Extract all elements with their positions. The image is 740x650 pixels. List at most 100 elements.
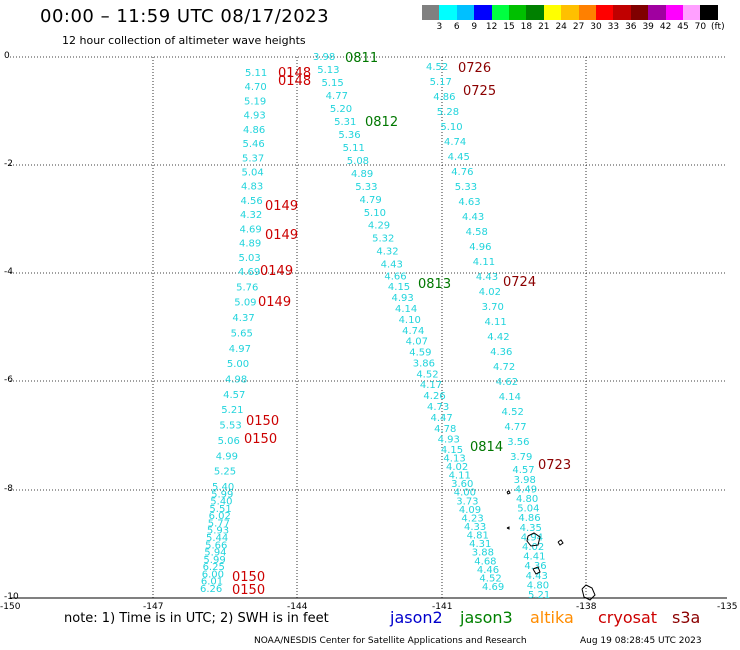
legend-swatch xyxy=(700,5,718,20)
wave-height-value: 4.76 xyxy=(451,167,473,178)
wave-height-value: 4.11 xyxy=(449,471,471,482)
legend-jason3: jason3 xyxy=(460,608,513,627)
island-outline xyxy=(557,539,564,546)
wave-height-value: 4.29 xyxy=(368,221,390,232)
wave-height-value: 5.94 xyxy=(204,548,226,559)
island-outline xyxy=(506,490,511,495)
pass-time-label: 0149 xyxy=(265,228,298,243)
legend-label: 45 xyxy=(677,22,689,32)
legend-swatch xyxy=(578,5,596,20)
legend-swatch xyxy=(613,5,631,20)
wave-height-value: 4.57 xyxy=(512,465,534,476)
wave-height-value: 5.21 xyxy=(221,405,243,416)
wave-height-value: 4.41 xyxy=(523,552,545,563)
wave-height-value: 4.47 xyxy=(431,413,453,424)
wave-height-value: 4.37 xyxy=(232,313,254,324)
wave-height-value: 6.26 xyxy=(200,584,222,595)
legend-swatch xyxy=(422,5,440,20)
wave-height-value: 3.56 xyxy=(507,437,529,448)
legend-label: 39 xyxy=(642,22,654,32)
legend-swatch xyxy=(561,5,579,20)
wave-height-value: 4.70 xyxy=(245,82,267,93)
wave-height-value: 4.36 xyxy=(490,347,512,358)
pass-time-label: 0149 xyxy=(265,199,298,214)
y-tick-label: -10 xyxy=(4,592,19,602)
wave-height-value: 5.09 xyxy=(234,298,256,309)
legend-label: 36 xyxy=(625,22,637,32)
wave-height-value: 5.20 xyxy=(330,104,352,115)
wave-height-value: 4.74 xyxy=(402,326,424,337)
legend-label: 3 xyxy=(436,22,443,32)
island-outline xyxy=(526,532,541,547)
legend-label: 24 xyxy=(555,22,567,32)
wave-height-value: 5.25 xyxy=(214,467,236,478)
wave-height-value: 4.13 xyxy=(443,453,465,464)
wave-height-value: 4.69 xyxy=(240,224,262,235)
wave-height-value: 4.32 xyxy=(240,210,262,221)
legend-swatch xyxy=(474,5,492,20)
wave-height-value: 3.70 xyxy=(482,302,504,313)
wave-height-value: 5.32 xyxy=(372,234,394,245)
wave-height-value: 5.15 xyxy=(321,78,343,89)
legend-swatch xyxy=(543,5,562,20)
wave-height-value: 4.77 xyxy=(504,422,526,433)
wave-height-value: 5.11 xyxy=(245,68,267,79)
wave-height-value: 5.77 xyxy=(208,518,230,529)
legend-swatch xyxy=(491,5,509,20)
wave-height-value: 4.11 xyxy=(484,317,506,328)
legend-swatch xyxy=(630,5,649,20)
wave-height-value: 4.11 xyxy=(473,257,495,268)
wave-height-value: 4.52 xyxy=(426,62,448,73)
wave-height-value: 4.31 xyxy=(469,539,491,550)
wave-height-value: 5.03 xyxy=(239,253,261,264)
legend-swatch xyxy=(683,5,701,20)
wave-height-value: 4.86 xyxy=(243,125,265,136)
wave-height-value: 4.78 xyxy=(434,424,456,435)
wave-height-value: 4.43 xyxy=(381,260,403,271)
legend-swatch xyxy=(526,5,544,20)
wave-height-value: 6.25 xyxy=(203,562,225,573)
wave-height-value: 4.94 xyxy=(521,532,543,543)
wave-height-value: 4.14 xyxy=(499,392,521,403)
wave-height-value: 3.98 xyxy=(514,475,536,486)
wave-height-value: 4.46 xyxy=(477,565,499,576)
wave-height-value: 4.10 xyxy=(399,315,421,326)
page-subtitle: 12 hour collection of altimeter wave hei… xyxy=(62,34,306,47)
island-outline xyxy=(532,566,541,575)
island-outline xyxy=(581,584,596,601)
wave-height-value: 4.15 xyxy=(388,282,410,293)
wave-height-value: 3.79 xyxy=(510,452,532,463)
wave-height-value: 5.08 xyxy=(347,156,369,167)
legend-label: 33 xyxy=(607,22,620,32)
wave-height-value: 4.58 xyxy=(466,227,488,238)
pass-time-label: 0724 xyxy=(503,275,536,290)
legend-label: (ft) xyxy=(711,22,725,32)
legend-label: 27 xyxy=(572,22,585,32)
wave-height-value: 5.53 xyxy=(219,421,241,432)
wave-height-value: 4.80 xyxy=(527,580,549,591)
wave-height-value: 4.80 xyxy=(516,494,538,505)
legend-s3a: s3a xyxy=(672,608,701,627)
legend-label: 42 xyxy=(659,22,672,32)
wave-height-value: 3.98 xyxy=(313,52,335,63)
x-tick-label: -135 xyxy=(717,602,738,612)
pass-time-label: 0813 xyxy=(418,277,451,292)
wave-height-value: 4.73 xyxy=(427,402,449,413)
wave-height-value: 5.40 xyxy=(210,497,232,508)
wave-height-value: 3.88 xyxy=(472,548,494,559)
wave-height-value: 4.02 xyxy=(522,542,544,553)
pass-time-label: 0812 xyxy=(365,115,398,130)
wave-height-value: 5.10 xyxy=(440,122,462,133)
legend-cryosat: cryosat xyxy=(598,608,658,627)
wave-height-value: 4.52 xyxy=(416,369,438,380)
wave-height-value: 3.86 xyxy=(413,358,435,369)
page-title: 00:00 – 11:59 UTC 08/17/2023 xyxy=(40,6,330,27)
x-tick-label: -150 xyxy=(0,602,21,612)
wave-height-value: 5.33 xyxy=(455,182,477,193)
wave-height-value: 5.10 xyxy=(364,208,386,219)
legend-label: 12 xyxy=(485,22,498,32)
pass-time-label: 0811 xyxy=(345,51,378,66)
wave-height-value: 5.04 xyxy=(242,168,264,179)
x-tick-label: -141 xyxy=(432,602,453,612)
